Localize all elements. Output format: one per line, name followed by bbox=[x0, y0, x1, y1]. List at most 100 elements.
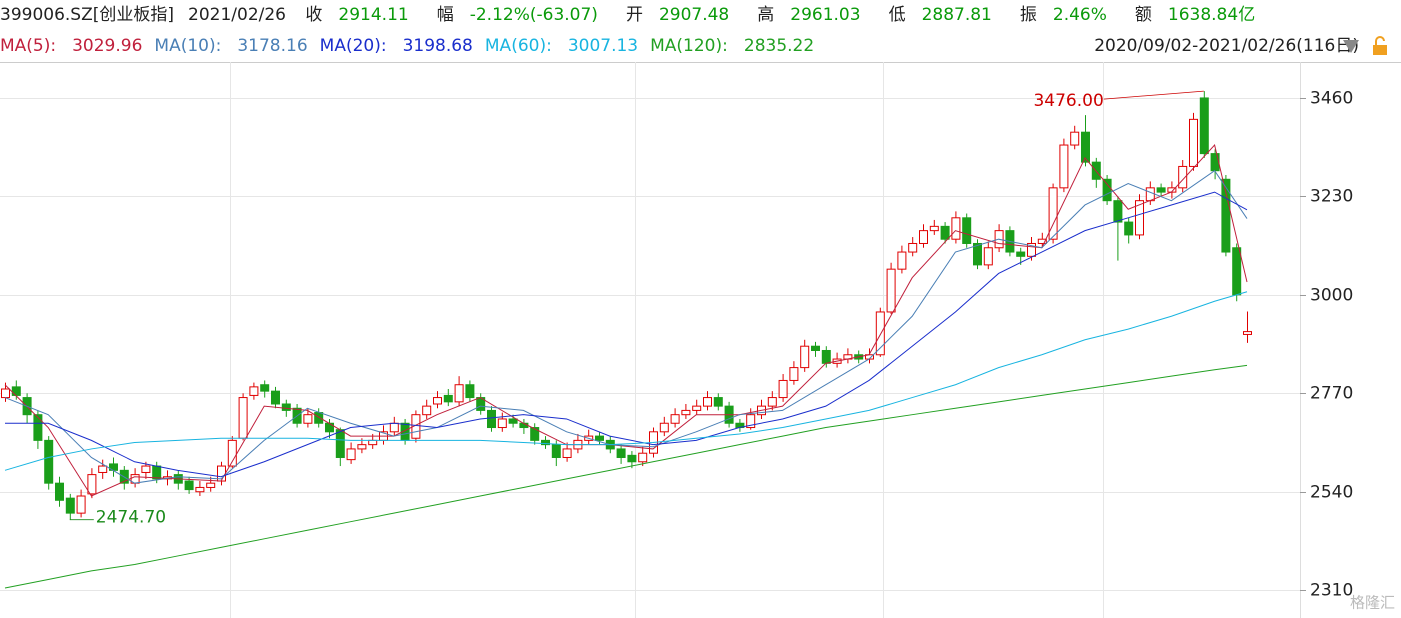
candle-body bbox=[368, 439, 378, 446]
quote-field: 收 2914.11 bbox=[305, 5, 422, 25]
candle-body bbox=[713, 397, 723, 407]
candle-body bbox=[465, 384, 475, 399]
legend-item: MA(20): 3198.68 bbox=[320, 36, 473, 56]
candle-body bbox=[1178, 165, 1188, 189]
symbol: 399006.SZ[创业板指] bbox=[0, 5, 175, 25]
candle-body bbox=[1016, 251, 1026, 257]
candle-body bbox=[98, 465, 108, 473]
candle-body bbox=[389, 422, 399, 433]
candle-body bbox=[962, 217, 972, 244]
legend-value: 3178.16 bbox=[237, 36, 308, 56]
candle-body bbox=[184, 480, 194, 491]
candle-body bbox=[443, 394, 453, 403]
candle-body bbox=[33, 414, 43, 441]
candle-body bbox=[1221, 178, 1231, 253]
date: 2021/02/26 bbox=[188, 5, 286, 25]
field-value: 2887.81 bbox=[921, 5, 992, 25]
lock-icon[interactable] bbox=[1373, 45, 1387, 55]
lock-shackle bbox=[1375, 36, 1385, 45]
candle-body bbox=[87, 474, 97, 495]
candle-body bbox=[303, 414, 313, 424]
field-value: 2907.48 bbox=[658, 5, 730, 25]
candle-body bbox=[227, 439, 237, 467]
legend-value: 2835.22 bbox=[743, 36, 815, 56]
candle-body bbox=[951, 217, 961, 240]
candle-body bbox=[973, 242, 982, 266]
ma-line bbox=[4, 291, 1248, 471]
candle-body bbox=[767, 397, 777, 407]
y-tick-label: 2540 bbox=[1310, 483, 1353, 503]
month-grid bbox=[230, 62, 1104, 618]
candle-body bbox=[1124, 221, 1134, 236]
candle-body bbox=[1210, 153, 1220, 172]
candle-body bbox=[821, 349, 831, 364]
candle-body bbox=[800, 345, 810, 369]
low-label: 2474.70 bbox=[96, 508, 166, 528]
field-value: 2961.03 bbox=[790, 5, 861, 25]
candle-body bbox=[1048, 187, 1058, 240]
candle-body bbox=[1027, 242, 1036, 257]
candle-body bbox=[1145, 187, 1155, 202]
ma-line bbox=[4, 144, 1248, 497]
candle-body bbox=[692, 405, 702, 411]
watermark: 格隆汇 bbox=[1350, 594, 1395, 612]
high-pointer bbox=[1103, 90, 1204, 100]
candle-body bbox=[746, 414, 756, 429]
candle-body bbox=[1199, 97, 1209, 155]
candle-body bbox=[530, 427, 540, 441]
candle-body bbox=[811, 345, 820, 351]
field-value: 1638.84亿 bbox=[1167, 5, 1256, 25]
dropdown-icon[interactable] bbox=[1343, 40, 1359, 53]
candle-body bbox=[55, 482, 64, 501]
y-tick-label: 3460 bbox=[1310, 89, 1353, 109]
candle-body bbox=[983, 247, 993, 266]
field-label: 额 bbox=[1134, 5, 1152, 25]
candle-body bbox=[1070, 131, 1080, 146]
legend-item: MA(120): 2835.22 bbox=[650, 36, 814, 56]
candle-body bbox=[422, 405, 432, 416]
candle-body bbox=[1, 388, 10, 399]
candle-body bbox=[335, 429, 345, 458]
legend-value: 3029.96 bbox=[72, 36, 143, 56]
candle-body bbox=[681, 409, 691, 416]
candle-body bbox=[875, 311, 885, 356]
candle-body bbox=[1081, 131, 1090, 163]
field-label: 低 bbox=[888, 5, 906, 25]
field-value: 2914.11 bbox=[338, 5, 409, 25]
candle-body bbox=[411, 414, 421, 439]
candle-body bbox=[152, 465, 162, 480]
candle-body bbox=[433, 397, 442, 405]
candle-body bbox=[454, 384, 464, 403]
quote-header: 399006.SZ[创业板指] 2021/02/26 收 2914.11 幅 -2.12… bbox=[0, 0, 1283, 30]
candle-body bbox=[271, 390, 280, 405]
candle-body bbox=[1189, 118, 1198, 167]
quote-field: 低 2887.81 bbox=[889, 5, 1006, 25]
legend-name: MA(60): bbox=[484, 36, 552, 56]
legend-name: MA(5): bbox=[0, 36, 57, 56]
candle-body bbox=[1243, 331, 1252, 335]
quote-field: 额 1638.84亿 bbox=[1135, 5, 1269, 25]
legend-value: 3007.13 bbox=[567, 36, 639, 56]
candle-body bbox=[497, 418, 507, 429]
y-tick-label: 2770 bbox=[1310, 384, 1353, 404]
legend-value: 3198.68 bbox=[402, 36, 473, 56]
candle-body bbox=[141, 465, 151, 473]
candle-body bbox=[65, 497, 75, 514]
quote-field: 振 2.46% bbox=[1020, 5, 1121, 25]
candle-body bbox=[789, 367, 799, 381]
range-label[interactable]: 2020/09/02-2021/02/26(116日) bbox=[1094, 36, 1359, 56]
field-label: 幅 bbox=[436, 5, 454, 25]
candle-body bbox=[1037, 238, 1047, 244]
candle-body bbox=[638, 452, 648, 463]
candle-body bbox=[44, 439, 54, 484]
candle-body bbox=[1102, 178, 1112, 202]
ma-line bbox=[5, 191, 1248, 478]
field-label: 开 bbox=[625, 5, 643, 25]
candle-body bbox=[260, 384, 270, 392]
candle-body bbox=[508, 418, 518, 424]
ma-line bbox=[4, 364, 1248, 589]
candle-body bbox=[703, 397, 712, 407]
quote-field: 开 2907.48 bbox=[626, 5, 743, 25]
